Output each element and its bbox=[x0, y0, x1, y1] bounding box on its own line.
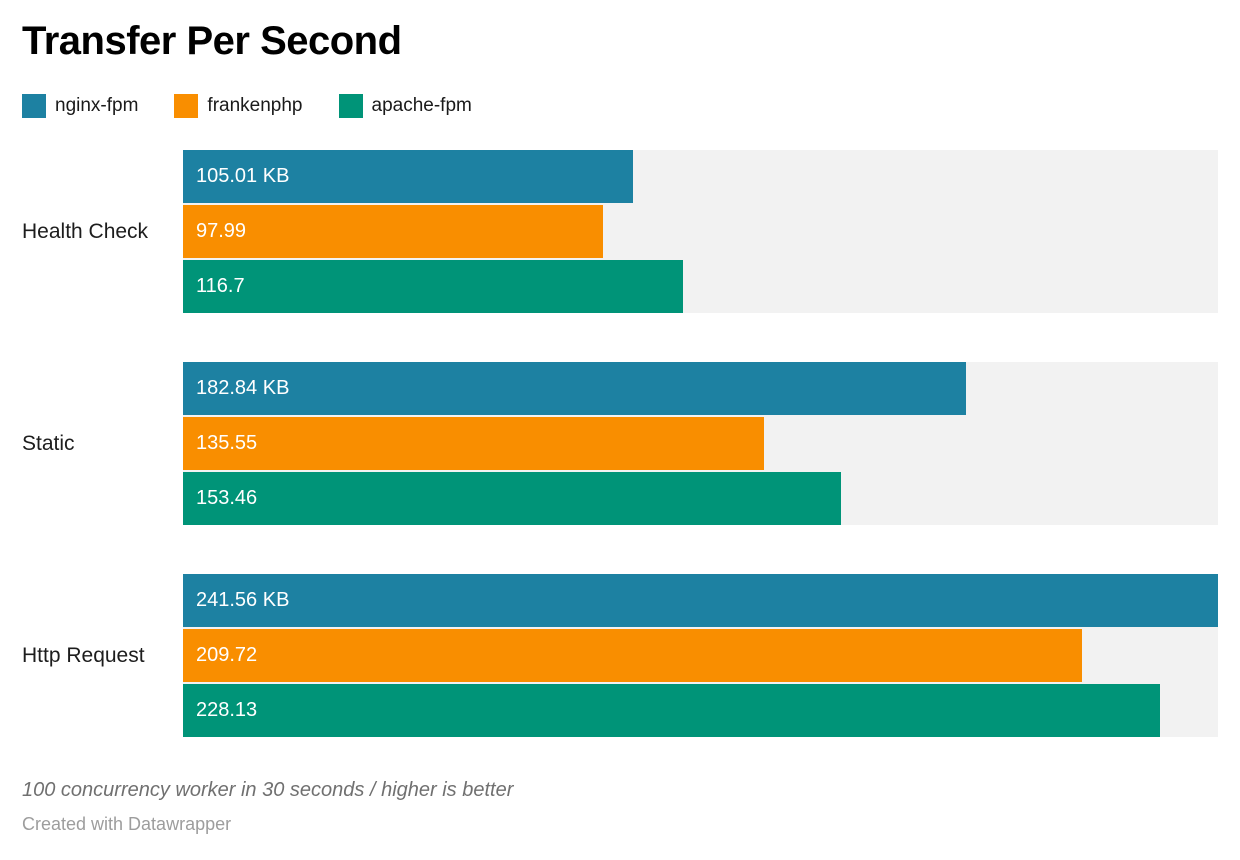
bar-row: 116.7 bbox=[183, 260, 1218, 313]
bar-chart: Health Check 105.01 KB 97.99 116.7 Static 182… bbox=[22, 150, 1218, 737]
bar-frankenphp: 135.55 bbox=[183, 417, 764, 470]
legend-item-frankenphp: frankenphp bbox=[174, 94, 303, 118]
bar-value-label: 182.84 KB bbox=[196, 377, 290, 399]
bar-value-label: 209.72 bbox=[196, 644, 258, 666]
legend-swatch-frankenphp bbox=[174, 94, 199, 118]
bar-row: 97.99 bbox=[183, 205, 1218, 258]
bar-nginx-fpm: 105.01 KB bbox=[183, 150, 633, 203]
legend-label: nginx-fpm bbox=[55, 95, 139, 116]
bar-apache-fpm: 116.7 bbox=[183, 260, 684, 313]
bar-value-label: 135.55 bbox=[196, 432, 258, 454]
legend-item-apache-fpm: apache-fpm bbox=[338, 94, 472, 118]
chart-group-health-check: Health Check 105.01 KB 97.99 116.7 bbox=[22, 150, 1218, 313]
legend: nginx-fpm frankenphp apache-fpm bbox=[22, 94, 1218, 118]
bar-nginx-fpm: 182.84 KB bbox=[183, 362, 967, 415]
datawrapper-attribution-link[interactable]: Created with Datawrapper bbox=[22, 814, 232, 834]
chart-group-http-request: Http Request 241.56 KB 209.72 228.13 bbox=[22, 574, 1218, 737]
chart-title: Transfer Per Second bbox=[22, 19, 402, 63]
bar-value-label: 97.99 bbox=[196, 220, 247, 242]
attribution: Created with Datawrapper bbox=[22, 814, 1218, 835]
bar-track-group: 105.01 KB 97.99 116.7 bbox=[183, 150, 1218, 313]
bar-value-label: 153.46 bbox=[196, 487, 258, 509]
bar-row: 228.13 bbox=[183, 684, 1218, 737]
bar-value-label: 228.13 bbox=[196, 699, 258, 721]
bar-row: 182.84 KB bbox=[183, 362, 1218, 415]
bar-row: 105.01 KB bbox=[183, 150, 1218, 203]
category-label: Health Check bbox=[22, 219, 149, 243]
chart-group-static: Static 182.84 KB 135.55 153.46 bbox=[22, 362, 1218, 525]
bar-row: 241.56 KB bbox=[183, 574, 1218, 627]
category-label: Static bbox=[22, 431, 75, 455]
bar-row: 153.46 bbox=[183, 472, 1218, 525]
bar-value-label: 105.01 KB bbox=[196, 165, 290, 187]
chart-note: 100 concurrency worker in 30 seconds / h… bbox=[22, 779, 514, 801]
bar-frankenphp: 209.72 bbox=[183, 629, 1082, 682]
bar-frankenphp: 97.99 bbox=[183, 205, 603, 258]
bar-row: 135.55 bbox=[183, 417, 1218, 470]
legend-label: apache-fpm bbox=[371, 95, 472, 116]
legend-swatch-nginx-fpm bbox=[22, 94, 46, 118]
bar-value-label: 116.7 bbox=[196, 275, 245, 297]
category-label: Http Request bbox=[22, 643, 145, 667]
bar-nginx-fpm: 241.56 KB bbox=[183, 574, 1218, 627]
bar-track-group: 182.84 KB 135.55 153.46 bbox=[183, 362, 1218, 525]
bar-value-label: 241.56 KB bbox=[196, 589, 290, 611]
bar-apache-fpm: 153.46 bbox=[183, 472, 841, 525]
bar-row: 209.72 bbox=[183, 629, 1218, 682]
legend-label: frankenphp bbox=[207, 95, 303, 116]
legend-swatch-apache-fpm bbox=[338, 94, 363, 118]
bar-apache-fpm: 228.13 bbox=[183, 684, 1161, 737]
bar-track-group: 241.56 KB 209.72 228.13 bbox=[183, 574, 1218, 737]
legend-item-nginx-fpm: nginx-fpm bbox=[22, 94, 138, 118]
